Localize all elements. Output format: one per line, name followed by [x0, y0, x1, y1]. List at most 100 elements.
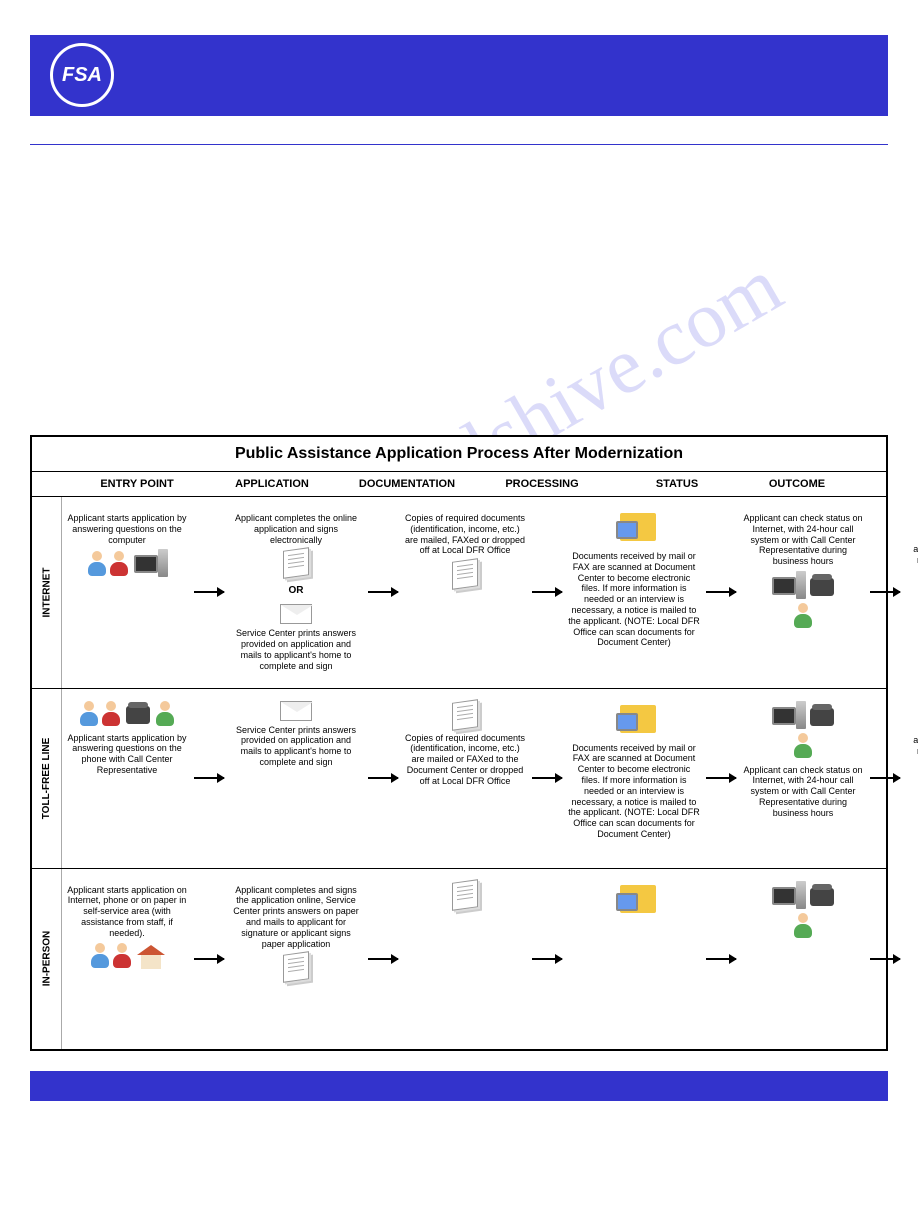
phone-icon: [810, 578, 834, 596]
lane-tollfree: TOLL-FREE LINE Applicant starts applicat…: [32, 689, 886, 869]
arrow-icon: [368, 591, 398, 593]
paper-icon: [283, 952, 309, 984]
arrow-icon: [706, 591, 736, 593]
stage-application: Service Center prints answers provided o…: [226, 697, 366, 860]
arrow-icon: [706, 958, 736, 960]
process-diagram: Public Assistance Application Process Af…: [30, 435, 888, 1051]
entry-text: Applicant starts application by answerin…: [66, 733, 188, 776]
app-text: Service Center prints answers provided o…: [230, 725, 362, 768]
documents-icon: [452, 558, 478, 590]
paper-icon: [283, 548, 309, 580]
arrow-icon: [532, 591, 562, 593]
entry-icons: [78, 701, 176, 729]
outcome-text: When application is approved or denied, …: [906, 533, 918, 576]
arrow-icon: [532, 958, 562, 960]
stage-processing: [564, 877, 704, 1041]
computer-icon: [772, 571, 806, 603]
stage-status: Applicant can check status on Internet, …: [738, 505, 868, 680]
stage-outcome: When application is approved or denied, …: [902, 697, 918, 860]
arrow-icon: [194, 958, 224, 960]
computer-icon: [772, 881, 806, 913]
column-headers: ENTRY POINT APPLICATION DOCUMENTATION PR…: [32, 472, 886, 497]
stage-application: Applicant completes and signs the applic…: [226, 877, 366, 1041]
arrow-icon: [870, 958, 900, 960]
lane-content-internet: Applicant starts application by answerin…: [62, 497, 918, 688]
documents-icon: [452, 699, 478, 731]
folder-monitor-icon: [612, 701, 656, 739]
stage-documentation: Copies of required documents (identifica…: [400, 697, 530, 860]
people-icon: [86, 551, 130, 579]
arrow-icon: [870, 777, 900, 779]
arrow-icon: [532, 777, 562, 779]
lane-content-tollfree: Applicant starts application by answerin…: [62, 689, 918, 868]
lane-label-tollfree: TOLL-FREE LINE: [32, 689, 62, 868]
logo-text: FSA: [62, 64, 102, 87]
stage-entry: Applicant starts application by answerin…: [62, 697, 192, 860]
person-icon: [86, 551, 108, 579]
footer-banner: [30, 1071, 888, 1101]
entry-text: Applicant starts application on Internet…: [66, 885, 188, 939]
arrow-icon: [870, 591, 900, 593]
folder-monitor-icon: [612, 881, 656, 919]
status-icons: [772, 701, 834, 733]
stage-status: [738, 877, 868, 1041]
diagram-title: Public Assistance Application Process Af…: [32, 437, 886, 472]
folder-monitor-icon: [612, 509, 656, 547]
arrow-icon: [368, 958, 398, 960]
col-entry: ENTRY POINT: [72, 478, 202, 490]
computer-icon: [772, 701, 806, 733]
entry-icons: [86, 549, 168, 581]
stage-entry: Applicant starts application by answerin…: [62, 505, 192, 680]
phone-icon: [126, 706, 150, 724]
house-icon: [137, 945, 165, 969]
lane-label-inperson: IN-PERSON: [32, 869, 62, 1049]
stage-outcome: [902, 877, 918, 1041]
col-application: APPLICATION: [202, 478, 342, 490]
documents-icon: [452, 879, 478, 911]
status-text: Applicant can check status on Internet, …: [742, 765, 864, 819]
person-icon: [100, 701, 122, 729]
stage-entry: Applicant starts application on Internet…: [62, 877, 192, 1041]
stage-documentation: [400, 877, 530, 1041]
col-processing: PROCESSING: [472, 478, 612, 490]
doc-text: Copies of required documents (identifica…: [404, 513, 526, 556]
app-branch: OR: [280, 549, 312, 624]
stage-status: Applicant can check status on Internet, …: [738, 697, 868, 860]
entry-icons: [89, 943, 165, 971]
app-text: Applicant completes and signs the applic…: [230, 885, 362, 950]
stage-outcome: When application is approved or denied, …: [902, 505, 918, 680]
person-icon: [78, 701, 100, 729]
lane-inperson: IN-PERSON Applicant starts application o…: [32, 869, 886, 1049]
header-banner: FSA: [30, 35, 888, 115]
envelope-icon: [280, 701, 312, 721]
computer-icon: [134, 549, 168, 581]
status-icons: [772, 881, 834, 913]
arrow-icon: [194, 777, 224, 779]
lane-internet: INTERNET Applicant starts application by…: [32, 497, 886, 689]
stage-application: Applicant completes the online applicati…: [226, 505, 366, 680]
lane-content-inperson: Applicant starts application on Internet…: [62, 869, 918, 1049]
col-status: STATUS: [612, 478, 742, 490]
lane-text-tollfree: TOLL-FREE LINE: [41, 737, 52, 818]
app-text-top: Applicant completes the online applicati…: [230, 513, 362, 545]
stage-documentation: Copies of required documents (identifica…: [400, 505, 530, 680]
agent-icon: [792, 913, 814, 941]
person-icon: [89, 943, 111, 971]
phone-icon: [810, 708, 834, 726]
col-outcome: OUTCOME: [742, 478, 852, 490]
lane-text-internet: INTERNET: [41, 567, 52, 617]
agent-icon: [792, 603, 814, 631]
proc-text: Documents received by mail or FAX are sc…: [568, 743, 700, 840]
envelope-icon: [280, 604, 312, 624]
logo-circle: FSA: [50, 43, 114, 107]
status-icons: [772, 571, 834, 603]
entry-text: Applicant starts application by answerin…: [66, 513, 188, 545]
or-label: OR: [289, 585, 304, 596]
stage-processing: Documents received by mail or FAX are sc…: [564, 697, 704, 860]
proc-text: Documents received by mail or FAX are sc…: [568, 551, 700, 648]
col-documentation: DOCUMENTATION: [342, 478, 472, 490]
status-text: Applicant can check status on Internet, …: [742, 513, 864, 567]
lane-text-inperson: IN-PERSON: [41, 931, 52, 987]
lane-label-internet: INTERNET: [32, 497, 62, 688]
people-icon: [78, 701, 122, 729]
